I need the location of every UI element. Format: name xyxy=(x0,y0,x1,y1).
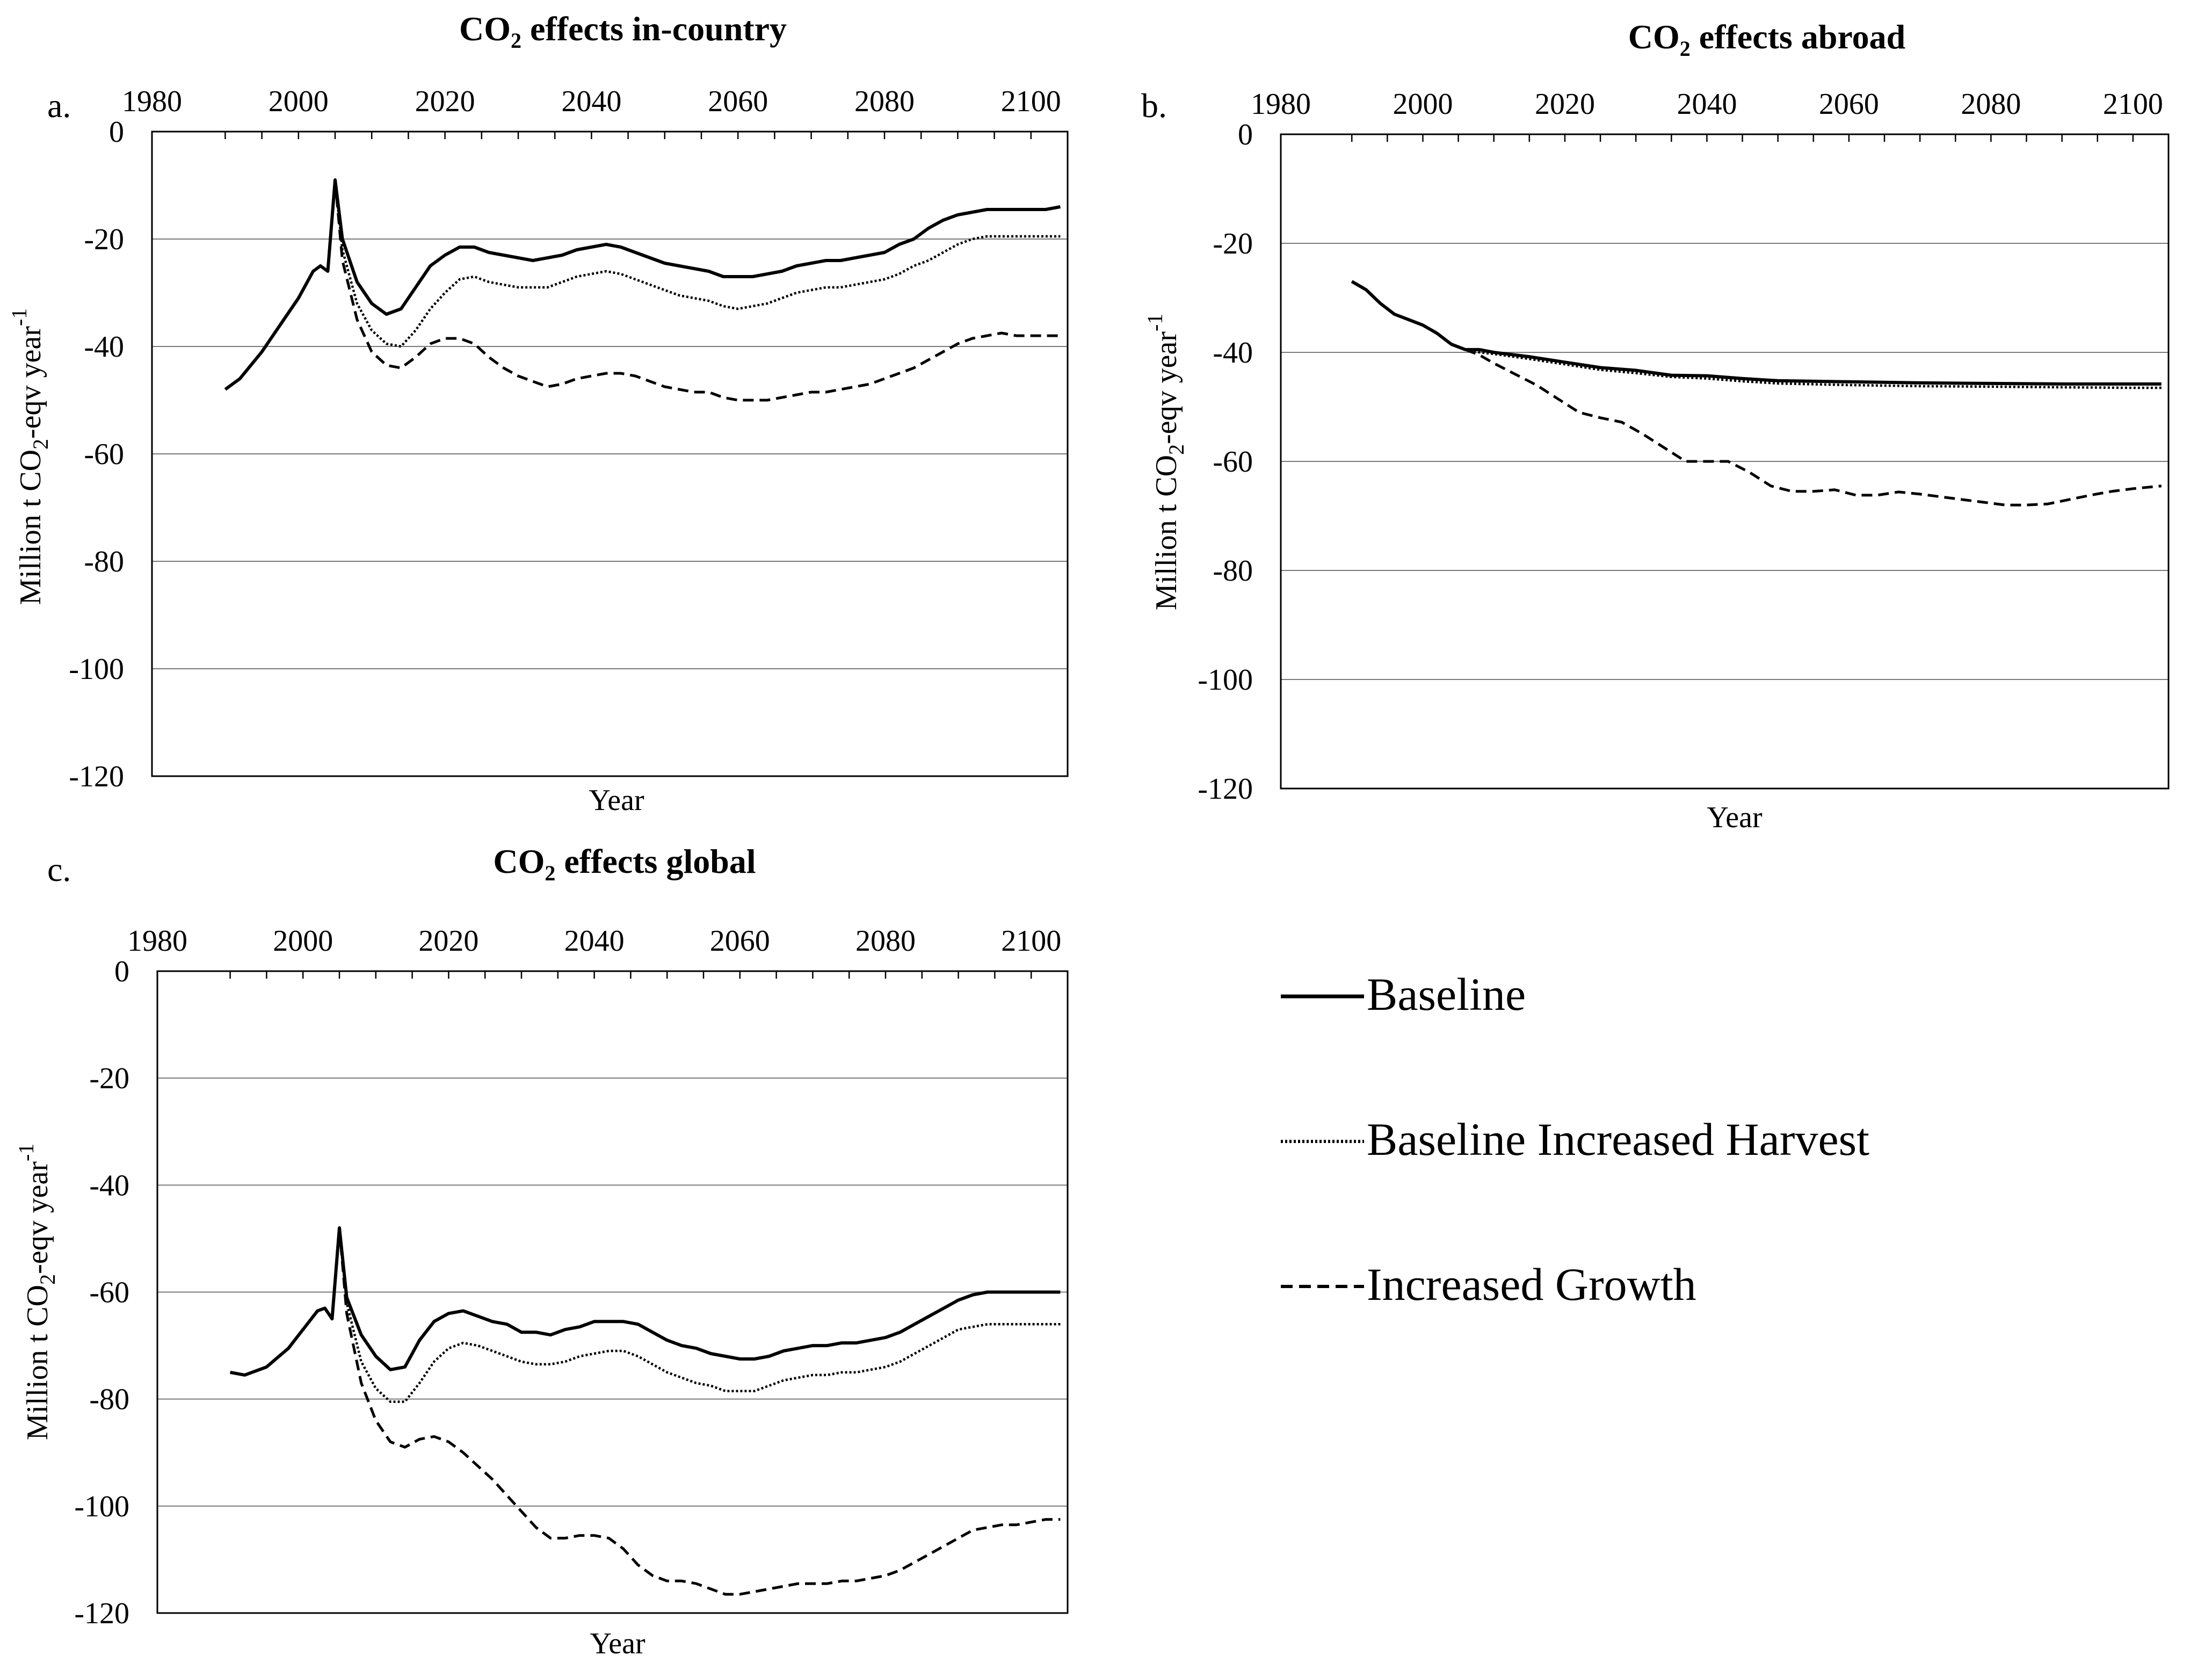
x-tick-label: 2040 xyxy=(561,85,621,118)
y-tick-label: -120 xyxy=(69,760,124,793)
x-axis: 1980 2000 2020 2040 2060 2080 2100 xyxy=(127,924,1069,979)
y-axis: 0 -20 -40 -60 -80 -100 -120 xyxy=(69,115,124,793)
y-tick-label: -60 xyxy=(84,438,124,471)
x-axis: 1980 2000 2020 2040 2060 2080 2100 xyxy=(122,85,1069,139)
y-tick-label: 0 xyxy=(114,955,129,988)
x-tick-label: 2040 xyxy=(1677,88,1737,121)
y-axis-title: Million t CO2-eqv year-1 xyxy=(14,1144,60,1441)
y-axis-title: Million t CO2-eqv year-1 xyxy=(1143,314,1188,611)
panel-label: b. xyxy=(1141,86,1167,125)
chart-title: CO2 effects abroad xyxy=(1628,18,1906,61)
series-group xyxy=(230,1226,1061,1596)
y-tick-label: -20 xyxy=(84,223,124,256)
plot-frame xyxy=(156,970,1069,1614)
y-tick-label: -120 xyxy=(1198,772,1253,806)
x-tick-label: 1980 xyxy=(122,85,182,118)
x-tick-label: 2100 xyxy=(1001,924,1061,958)
series-line-baseline-increased-harvest xyxy=(338,1227,1061,1403)
panel-c-global: CO2 effects global c. Million t CO2-eqv … xyxy=(14,842,1069,1656)
y-tick-label: -60 xyxy=(89,1276,129,1310)
series-line-baseline xyxy=(224,178,1061,391)
panel-b-abroad: CO2 effects abroad b. Million t CO2-eqv … xyxy=(1141,18,2170,834)
y-axis: 0 -20 -40 -60 -80 -100 -120 xyxy=(1198,118,1253,806)
y-tick-label: -100 xyxy=(69,653,124,686)
x-tick-label: 2100 xyxy=(1001,85,1061,118)
y-tick-label: -100 xyxy=(1198,663,1253,697)
gridlines xyxy=(157,1078,1068,1507)
series-group xyxy=(1351,280,2162,507)
x-tick-label: 2100 xyxy=(2103,88,2163,121)
gridlines xyxy=(152,238,1068,669)
panel-label: c. xyxy=(47,850,71,888)
y-tick-label: -40 xyxy=(84,330,124,364)
legend-label-baseline: Baseline xyxy=(1367,968,1526,1020)
x-tick-label: 2080 xyxy=(855,924,916,958)
series-line-increased-growth xyxy=(333,179,1061,402)
x-axis-title: Year xyxy=(589,784,644,817)
y-tick-label: -40 xyxy=(89,1169,129,1202)
series-line-baseline-increased-harvest xyxy=(333,179,1061,348)
x-tick-label: 2060 xyxy=(708,85,768,118)
x-tick-label: 2000 xyxy=(273,924,333,958)
y-tick-label: -20 xyxy=(89,1062,129,1095)
series-line-baseline xyxy=(230,1226,1061,1377)
x-tick-label: 2020 xyxy=(1535,88,1595,121)
x-tick-label: 2080 xyxy=(854,85,915,118)
panel-a-in-country: CO2 effects in-country a. Million t CO2-… xyxy=(7,10,1069,817)
legend: Baseline Baseline Increased Harvest Incr… xyxy=(1281,968,1869,1310)
series-line-increased-growth xyxy=(1464,348,2162,507)
legend-label-baseline-increased-harvest: Baseline Increased Harvest xyxy=(1367,1113,1869,1165)
x-tick-label: 2000 xyxy=(1393,88,1453,121)
x-tick-label: 2040 xyxy=(564,924,625,958)
x-tick-label: 2060 xyxy=(710,924,770,958)
y-tick-label: -100 xyxy=(74,1490,129,1523)
series-line-baseline-increased-harvest xyxy=(1465,348,2162,389)
x-tick-label: 2000 xyxy=(269,85,329,118)
panel-label: a. xyxy=(47,86,71,125)
x-axis-title: Year xyxy=(590,1627,646,1656)
x-tick-label: 2060 xyxy=(1819,88,1879,121)
y-tick-label: -20 xyxy=(1213,227,1253,261)
series-line-baseline xyxy=(1351,280,2162,386)
y-tick-label: -40 xyxy=(1213,336,1253,370)
y-tick-label: -80 xyxy=(89,1383,129,1416)
plot-frame xyxy=(151,131,1069,777)
y-tick-label: -120 xyxy=(74,1597,129,1630)
x-tick-label: 2020 xyxy=(415,85,475,118)
plot-frame xyxy=(1280,133,2170,790)
legend-label-increased-growth: Increased Growth xyxy=(1367,1259,1696,1310)
y-tick-label: -80 xyxy=(84,545,124,578)
x-axis-title: Year xyxy=(1707,801,1763,834)
y-axis: 0 -20 -40 -60 -80 -100 -120 xyxy=(74,955,129,1630)
chart-title: CO2 effects in-country xyxy=(459,10,787,53)
y-axis-title: Million t CO2-eqv year-1 xyxy=(7,308,53,605)
x-tick-label: 1980 xyxy=(1251,88,1311,121)
x-tick-label: 2020 xyxy=(418,924,478,958)
x-tick-label: 1980 xyxy=(127,924,187,958)
y-tick-label: -80 xyxy=(1213,554,1253,588)
series-line-increased-growth xyxy=(338,1227,1061,1596)
x-axis: 1980 2000 2020 2040 2060 2080 2100 xyxy=(1251,88,2170,142)
y-tick-label: 0 xyxy=(1238,118,1253,151)
series-group xyxy=(224,178,1061,402)
chart-title: CO2 effects global xyxy=(493,842,756,885)
y-tick-label: 0 xyxy=(109,115,124,149)
x-tick-label: 2080 xyxy=(1961,88,2021,121)
y-tick-label: -60 xyxy=(1213,445,1253,479)
